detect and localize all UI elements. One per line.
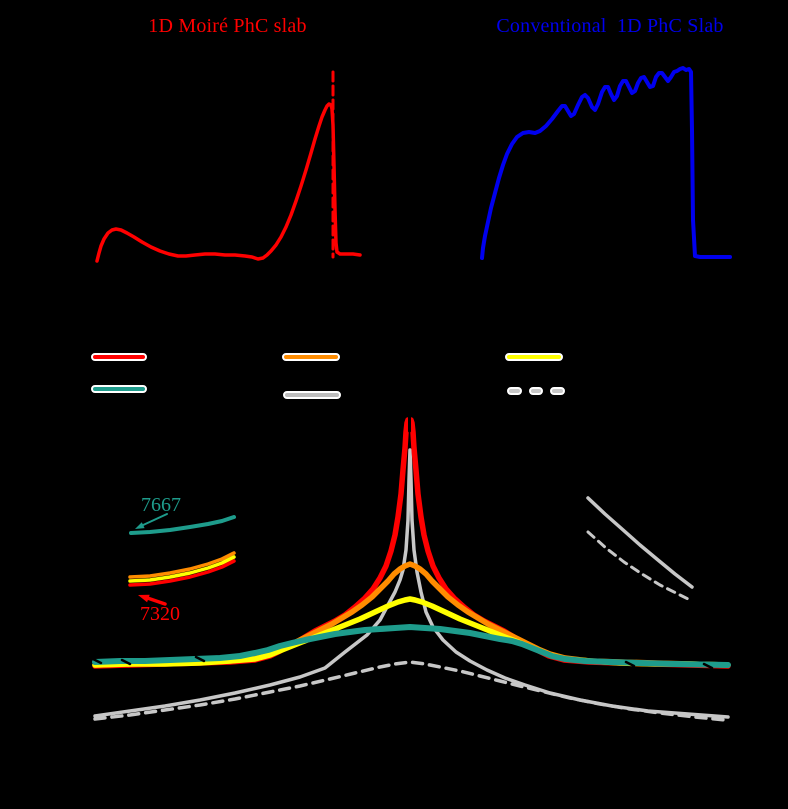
legend-swatch-bar [283,391,341,399]
annotation-arrow [144,595,167,606]
annotation-7320: 7320 [140,603,180,625]
black-tick [624,660,636,668]
teal-main [92,624,731,668]
legend-swatch-orange [282,353,340,361]
legend-swatch-red [91,353,147,361]
legend-swatch-bar [91,385,147,393]
black-tick [91,657,103,665]
orange-main [92,561,731,668]
legend-swatch-bar [505,353,563,361]
legend-swatch-bar [550,387,566,395]
conventional-phc-spectrum [480,66,732,260]
legend-swatch-gray-solid [283,391,341,399]
annotation-arrowhead-icon [135,522,145,529]
gray-solid-inset-segment [586,496,694,589]
yellow-inset-segment [128,555,236,583]
legend-swatch-gray-dashed [507,387,566,395]
legend-swatch-bar [507,387,522,395]
moire-phc-spectrum [95,102,362,263]
legend-swatch-teal [91,385,147,393]
black-tick [194,655,206,663]
gray-solid-main [93,448,730,719]
annotation-7667: 7667 [141,494,181,516]
black-tick [702,662,714,670]
panel-a-title: 1D Moiré PhC slab [148,15,307,37]
black-tick [120,658,132,666]
annotation-arrowhead-icon [138,594,150,603]
panel-b-title: Conventional 1D PhC Slab [496,15,724,37]
gray-dashed-main [93,660,728,722]
red-inset-segment [128,559,236,587]
legend-swatch-bar [91,353,147,361]
orange-inset-segment [128,551,236,579]
legend-swatch-yellow [505,353,563,361]
gray-dashed-inset-segment [586,530,692,602]
teal-inset-segment [129,515,236,535]
yellow-main [92,596,731,668]
legend-swatch-bar [528,387,544,395]
legend-swatch-bar [282,353,340,361]
annotation-arrow [140,513,168,527]
